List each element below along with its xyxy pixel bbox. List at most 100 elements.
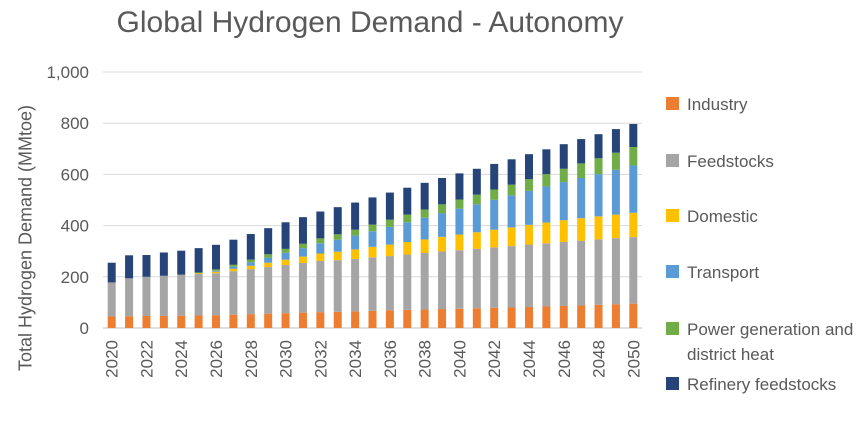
bar-industry-2022 xyxy=(142,315,151,328)
bar-refinery-feedstocks-2029 xyxy=(264,228,273,255)
bar-domestic-2043 xyxy=(507,227,516,247)
bar-domestic-2031 xyxy=(298,256,307,263)
bar-industry-2047 xyxy=(577,305,586,328)
bar-refinery-feedstocks-2030 xyxy=(281,222,290,249)
x-tick-label: 2030 xyxy=(277,340,296,378)
bar-transport-2050 xyxy=(629,165,638,213)
bar-industry-2044 xyxy=(524,307,533,328)
bar-power-generation-and-district-heat-2044 xyxy=(524,179,533,191)
bar-transport-2039 xyxy=(438,213,447,237)
bar-power-generation-and-district-heat-2048 xyxy=(594,158,603,175)
x-tick-label: 2038 xyxy=(416,340,435,378)
bar-feedstocks-2021 xyxy=(125,278,134,317)
bar-feedstocks-2022 xyxy=(142,276,151,316)
bar-refinery-feedstocks-2021 xyxy=(125,255,134,279)
bar-domestic-2025 xyxy=(194,273,203,274)
x-tick-label: 2022 xyxy=(137,340,156,378)
bar-refinery-feedstocks-2023 xyxy=(159,252,168,276)
bar-power-generation-and-district-heat-2029 xyxy=(264,254,273,258)
bar-industry-2028 xyxy=(246,314,255,328)
bar-refinery-feedstocks-2025 xyxy=(194,248,203,273)
bar-refinery-feedstocks-2044 xyxy=(524,154,533,180)
bar-industry-2046 xyxy=(559,305,568,328)
bar-refinery-feedstocks-2050 xyxy=(629,123,638,148)
bar-feedstocks-2036 xyxy=(385,256,394,311)
x-tick-label: 2040 xyxy=(450,340,469,378)
legend-swatch-feedstocks xyxy=(666,154,679,167)
bar-domestic-2033 xyxy=(333,251,342,261)
bar-domestic-2036 xyxy=(385,244,394,257)
bar-power-generation-and-district-heat-2026 xyxy=(212,269,221,271)
bar-domestic-2042 xyxy=(490,229,499,248)
bar-industry-2040 xyxy=(455,308,464,328)
bar-industry-2045 xyxy=(542,306,551,328)
bar-transport-2031 xyxy=(298,248,307,257)
legend-item-domestic: Domestic xyxy=(666,204,758,229)
bar-feedstocks-2049 xyxy=(611,238,620,305)
legend-item-industry: Industry xyxy=(666,92,747,117)
bar-transport-2044 xyxy=(524,190,533,225)
bar-industry-2031 xyxy=(298,312,307,328)
bar-feedstocks-2048 xyxy=(594,239,603,305)
bar-domestic-2038 xyxy=(420,239,429,253)
legend-label-power-generation: Power generation and district heat xyxy=(687,320,854,364)
bar-feedstocks-2035 xyxy=(368,257,377,311)
x-tick-label: 2026 xyxy=(207,340,226,378)
bar-transport-2041 xyxy=(472,204,481,233)
bar-domestic-2035 xyxy=(368,246,377,258)
bar-domestic-2028 xyxy=(246,265,255,270)
bar-power-generation-and-district-heat-2047 xyxy=(577,163,586,178)
bar-transport-2027 xyxy=(229,266,238,269)
x-tick-label: 2036 xyxy=(381,340,400,378)
bar-transport-2030 xyxy=(281,252,290,260)
bar-domestic-2040 xyxy=(455,234,464,251)
bar-domestic-2045 xyxy=(542,222,551,244)
bar-industry-2023 xyxy=(159,315,168,328)
bar-refinery-feedstocks-2045 xyxy=(542,149,551,175)
bar-domestic-2047 xyxy=(577,218,586,241)
bar-industry-2041 xyxy=(472,308,481,328)
bar-domestic-2029 xyxy=(264,262,273,268)
bar-feedstocks-2031 xyxy=(298,262,307,313)
bar-refinery-feedstocks-2024 xyxy=(177,250,186,275)
bar-feedstocks-2043 xyxy=(507,246,516,308)
bar-transport-2032 xyxy=(316,243,325,254)
bar-feedstocks-2030 xyxy=(281,265,290,314)
bar-feedstocks-2026 xyxy=(212,273,221,316)
x-tick-label: 2034 xyxy=(346,340,365,378)
bar-domestic-2026 xyxy=(212,271,221,274)
bar-transport-2042 xyxy=(490,199,499,230)
bar-feedstocks-2032 xyxy=(316,260,325,313)
bar-transport-2040 xyxy=(455,208,464,235)
bar-refinery-feedstocks-2046 xyxy=(559,144,568,169)
bar-power-generation-and-district-heat-2035 xyxy=(368,224,377,232)
bar-industry-2029 xyxy=(264,313,273,328)
bar-power-generation-and-district-heat-2033 xyxy=(333,234,342,240)
legend-item-transport: Transport xyxy=(666,260,759,285)
y-tick-label: 0 xyxy=(80,319,89,338)
bar-transport-2045 xyxy=(542,186,551,223)
bar-industry-2039 xyxy=(438,309,447,328)
bar-transport-2043 xyxy=(507,195,516,228)
y-tick-label: 200 xyxy=(61,268,89,287)
bar-refinery-feedstocks-2047 xyxy=(577,139,586,164)
bar-industry-2036 xyxy=(385,310,394,328)
bar-domestic-2048 xyxy=(594,216,603,240)
bar-power-generation-and-district-heat-2039 xyxy=(438,204,447,214)
bar-refinery-feedstocks-2028 xyxy=(246,234,255,260)
bar-refinery-feedstocks-2033 xyxy=(333,207,342,235)
bar-feedstocks-2038 xyxy=(420,252,429,310)
bar-feedstocks-2033 xyxy=(333,260,342,312)
bar-industry-2025 xyxy=(194,315,203,328)
bar-transport-2026 xyxy=(212,270,221,272)
bar-power-generation-and-district-heat-2030 xyxy=(281,248,290,253)
bar-refinery-feedstocks-2038 xyxy=(420,182,429,210)
y-tick-label: 1,000 xyxy=(46,63,89,82)
bar-industry-2050 xyxy=(629,303,638,328)
bar-refinery-feedstocks-2027 xyxy=(229,239,238,265)
legend-item-feedstocks: Feedstocks xyxy=(666,149,774,174)
bars xyxy=(107,123,638,328)
x-tick-label: 2042 xyxy=(485,340,504,378)
bar-power-generation-and-district-heat-2027 xyxy=(229,264,238,267)
